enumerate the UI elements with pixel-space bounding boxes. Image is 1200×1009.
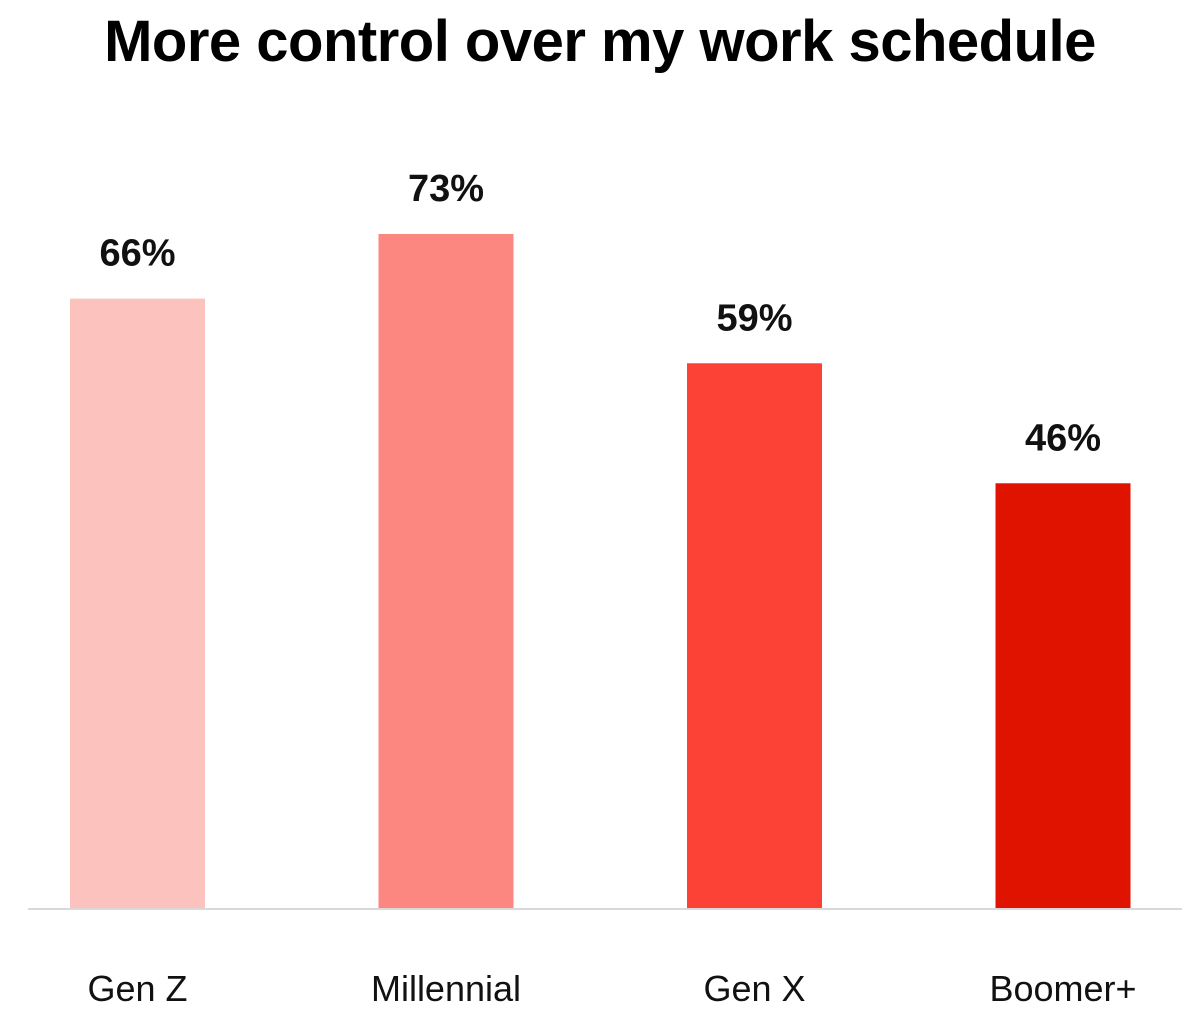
bar-millennial bbox=[378, 234, 514, 908]
data-label: 59% bbox=[716, 297, 792, 339]
category-label: Millennial bbox=[371, 968, 521, 1009]
data-label: 46% bbox=[1025, 417, 1101, 459]
labels-layer: 66% Gen Z 73% Millennial 59% Gen X 46% Boomer+ bbox=[87, 168, 1136, 1009]
bar-gen-x bbox=[687, 363, 822, 909]
bar-boomer bbox=[995, 483, 1131, 908]
chart-title: More control over my work schedule bbox=[104, 9, 1096, 74]
data-label: 73% bbox=[408, 168, 484, 210]
data-label: 66% bbox=[99, 233, 175, 275]
category-label: Gen Z bbox=[87, 968, 187, 1009]
bars-layer bbox=[70, 234, 1131, 909]
category-label: Boomer+ bbox=[989, 968, 1136, 1009]
bar-gen-z bbox=[70, 298, 205, 908]
category-label: Gen X bbox=[703, 968, 805, 1009]
